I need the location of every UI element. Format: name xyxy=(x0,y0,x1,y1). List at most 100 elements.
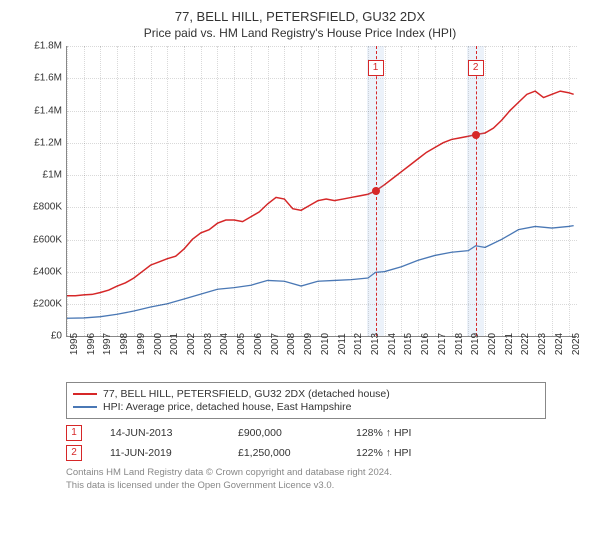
gridline-horizontal xyxy=(67,207,577,208)
sales-table-row: 1 14-JUN-2013 £900,000 128% ↑ HPI xyxy=(66,425,546,441)
gridline-vertical xyxy=(100,46,101,336)
legend-label: HPI: Average price, detached house, East… xyxy=(103,401,351,413)
sale-price: £900,000 xyxy=(238,427,328,439)
page-subtitle: Price paid vs. HM Land Registry's House … xyxy=(10,26,590,40)
gridline-horizontal xyxy=(67,143,577,144)
sale-date: 11-JUN-2019 xyxy=(110,447,210,459)
chart-legend: 77, BELL HILL, PETERSFIELD, GU32 2DX (de… xyxy=(66,382,546,419)
x-axis-tick-label: 2000 xyxy=(153,333,164,355)
x-axis-tick-label: 2006 xyxy=(253,333,264,355)
sale-date: 14-JUN-2013 xyxy=(110,427,210,439)
page-title: 77, BELL HILL, PETERSFIELD, GU32 2DX xyxy=(10,8,590,26)
gridline-horizontal xyxy=(67,111,577,112)
footer-line-2: This data is licensed under the Open Gov… xyxy=(66,480,546,492)
gridline-vertical xyxy=(201,46,202,336)
chart-footer: Contains HM Land Registry data © Crown c… xyxy=(66,467,546,492)
gridline-vertical xyxy=(167,46,168,336)
x-axis-tick-label: 2025 xyxy=(571,333,582,355)
gridline-vertical xyxy=(535,46,536,336)
sale-delta: 128% ↑ HPI xyxy=(356,427,411,439)
y-axis-tick-label: £1.4M xyxy=(22,105,62,116)
gridline-vertical xyxy=(518,46,519,336)
gridline-vertical xyxy=(435,46,436,336)
gridline-horizontal xyxy=(67,272,577,273)
series-line-property xyxy=(67,91,574,296)
x-axis-tick-label: 2019 xyxy=(470,333,481,355)
x-axis-tick-label: 2007 xyxy=(270,333,281,355)
sale-marker-line xyxy=(476,46,477,336)
sale-number-box: 2 xyxy=(66,445,82,461)
price-chart: 12 £0£200K£400K£600K£800K£1M£1.2M£1.4M£1… xyxy=(20,46,580,376)
x-axis-tick-label: 2021 xyxy=(504,333,515,355)
gridline-vertical xyxy=(335,46,336,336)
gridline-vertical xyxy=(117,46,118,336)
y-axis-tick-label: £400K xyxy=(22,266,62,277)
x-axis-tick-label: 1997 xyxy=(102,333,113,355)
x-axis-tick-label: 2023 xyxy=(537,333,548,355)
gridline-horizontal xyxy=(67,175,577,176)
footer-line-1: Contains HM Land Registry data © Crown c… xyxy=(66,467,546,479)
gridline-vertical xyxy=(318,46,319,336)
x-axis-tick-label: 2015 xyxy=(403,333,414,355)
gridline-vertical xyxy=(84,46,85,336)
x-axis-tick-label: 2010 xyxy=(320,333,331,355)
x-axis-tick-label: 2003 xyxy=(203,333,214,355)
y-axis-tick-label: £1M xyxy=(22,170,62,181)
x-axis-tick-label: 2024 xyxy=(554,333,565,355)
gridline-vertical xyxy=(217,46,218,336)
gridline-vertical xyxy=(452,46,453,336)
x-axis-tick-label: 1998 xyxy=(119,333,130,355)
sale-delta: 122% ↑ HPI xyxy=(356,447,411,459)
gridline-horizontal xyxy=(67,46,577,47)
x-axis-tick-label: 2009 xyxy=(303,333,314,355)
gridline-vertical xyxy=(234,46,235,336)
x-axis-tick-label: 2013 xyxy=(370,333,381,355)
x-axis-tick-label: 2011 xyxy=(337,333,348,355)
x-axis-tick-label: 2022 xyxy=(520,333,531,355)
x-axis-tick-label: 1995 xyxy=(69,333,80,355)
x-axis-tick-label: 2004 xyxy=(219,333,230,355)
x-axis-tick-label: 2002 xyxy=(186,333,197,355)
y-axis-tick-label: £1.6M xyxy=(22,73,62,84)
plot-area: 12 xyxy=(66,46,577,337)
x-axis-tick-label: 1996 xyxy=(86,333,97,355)
gridline-vertical xyxy=(284,46,285,336)
x-axis-tick-label: 2012 xyxy=(353,333,364,355)
x-axis-tick-label: 2020 xyxy=(487,333,498,355)
sale-marker-number: 2 xyxy=(468,60,484,76)
gridline-vertical xyxy=(251,46,252,336)
gridline-horizontal xyxy=(67,240,577,241)
legend-swatch xyxy=(73,393,97,395)
legend-item: 77, BELL HILL, PETERSFIELD, GU32 2DX (de… xyxy=(73,388,539,400)
legend-swatch xyxy=(73,406,97,408)
gridline-vertical xyxy=(502,46,503,336)
sale-price: £1,250,000 xyxy=(238,447,328,459)
gridline-vertical xyxy=(401,46,402,336)
y-axis-tick-label: £600K xyxy=(22,234,62,245)
sales-table-row: 2 11-JUN-2019 £1,250,000 122% ↑ HPI xyxy=(66,445,546,461)
sales-table: 1 14-JUN-2013 £900,000 128% ↑ HPI 2 11-JUN-20… xyxy=(66,425,546,461)
gridline-horizontal xyxy=(67,304,577,305)
gridline-vertical xyxy=(485,46,486,336)
gridline-vertical xyxy=(418,46,419,336)
legend-item: HPI: Average price, detached house, East… xyxy=(73,401,539,413)
x-axis-tick-label: 2001 xyxy=(169,333,180,355)
gridline-vertical xyxy=(385,46,386,336)
x-axis-tick-label: 2016 xyxy=(420,333,431,355)
x-axis-tick-label: 2005 xyxy=(236,333,247,355)
sale-number-box: 1 xyxy=(66,425,82,441)
y-axis-tick-label: £0 xyxy=(22,331,62,342)
x-axis-tick-label: 2018 xyxy=(454,333,465,355)
gridline-vertical xyxy=(184,46,185,336)
x-axis-tick-label: 2017 xyxy=(437,333,448,355)
gridline-vertical xyxy=(268,46,269,336)
y-axis-tick-label: £200K xyxy=(22,298,62,309)
x-axis-tick-label: 1999 xyxy=(136,333,147,355)
sale-dot xyxy=(472,131,480,139)
x-axis-tick-label: 2008 xyxy=(286,333,297,355)
x-axis-tick-label: 2014 xyxy=(387,333,398,355)
sale-marker-number: 1 xyxy=(368,60,384,76)
y-axis-tick-label: £1.2M xyxy=(22,137,62,148)
gridline-vertical xyxy=(351,46,352,336)
gridline-vertical xyxy=(67,46,68,336)
